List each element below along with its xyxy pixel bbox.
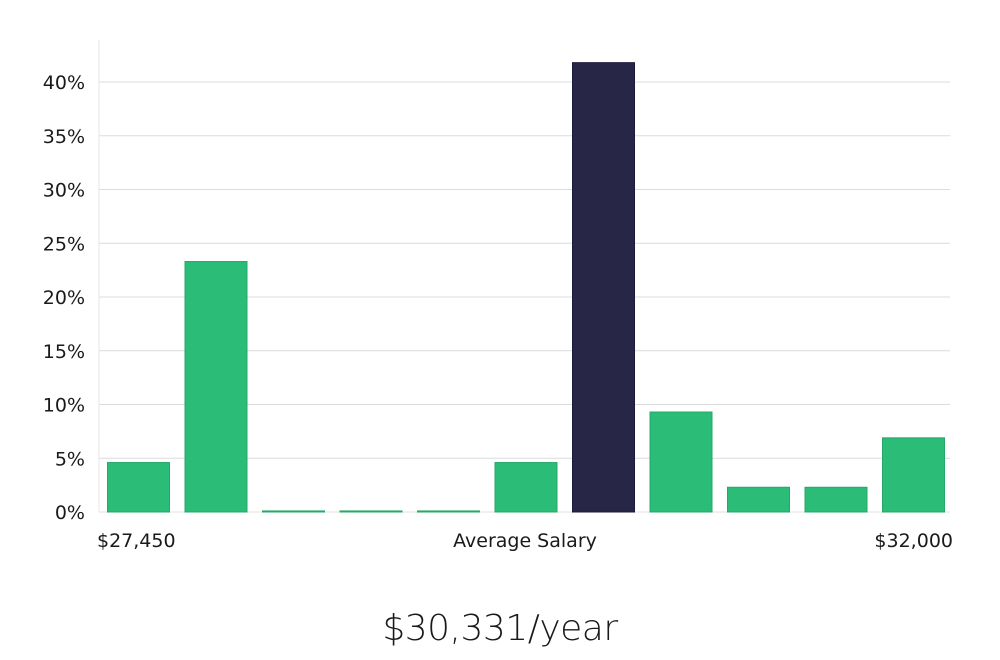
y-tick-label: 25% [43,233,85,255]
y-tick-label: 20% [43,287,85,309]
histogram-bar [339,510,403,513]
y-tick-label: 40% [43,72,85,94]
histogram-bar [494,462,558,513]
y-tick-label: 10% [43,395,85,417]
y-tick-label: 5% [55,448,85,470]
bar-average-salary [572,62,635,513]
x-label-center: Average Salary [453,530,597,552]
y-tick-label: 35% [43,126,85,148]
y-tick-label: 30% [43,180,85,202]
bars [107,62,945,513]
salary-histogram-chart: 0% 5% 10% 15% 20% 25% 30% 35% 40% $27,450 Averag… [43,40,953,552]
y-axis-tick-labels: 0% 5% 10% 15% 20% 25% 30% 35% 40% [43,72,85,524]
histogram-bar [649,411,713,513]
x-label-min: $27,450 [97,530,176,552]
histogram-bar [107,462,170,513]
x-label-max: $32,000 [874,530,953,552]
histogram-bar [804,486,868,513]
histogram-bar [184,261,248,513]
histogram-bar [882,437,945,513]
histogram-bar [727,486,790,513]
average-salary-summary: $30,331/year [382,608,618,649]
histogram-bar [262,510,325,513]
y-tick-label: 15% [43,341,85,363]
y-tick-label: 0% [55,502,85,524]
histogram-bar [417,510,480,513]
